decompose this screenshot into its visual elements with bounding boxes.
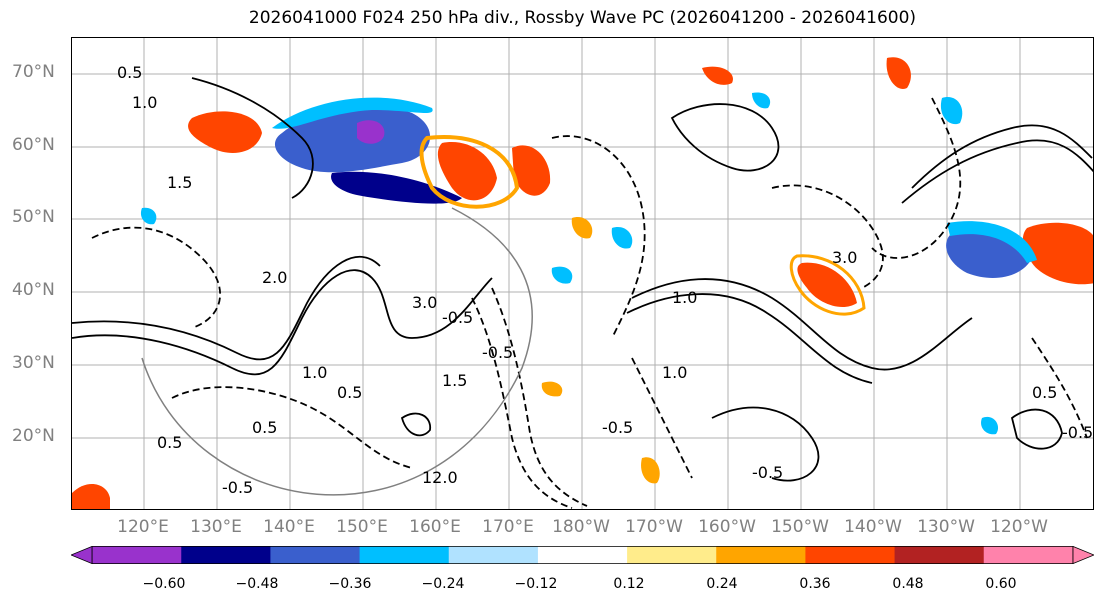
longitude-label: 140°W <box>844 517 902 537</box>
shaded-divergence <box>72 57 1093 509</box>
longitude-label: 160°E <box>409 517 461 537</box>
divergence-kamchatka-core <box>357 120 385 144</box>
orange-midpacific-ring <box>789 254 866 316</box>
divergence-aleutian-east <box>437 142 497 201</box>
colorbar-segment <box>92 546 182 564</box>
latitude-label: 30°N <box>12 353 55 373</box>
colorbar-segment <box>716 546 806 564</box>
longitude-label: 140°E <box>263 517 315 537</box>
contour-labels: 0.5 1.0 1.5 2.0 3.0 0.5 -0.5 -0.5 -0.5 1.0 1.5 3.0 1… <box>117 63 1093 497</box>
longitude-label: 130°W <box>917 517 975 537</box>
colorbar-tick-label: 0.60 <box>985 576 1017 592</box>
contour-label: 12.0 <box>422 468 458 487</box>
colorbar-under-arrow <box>71 546 93 564</box>
latitude-label: 60°N <box>12 135 55 155</box>
blue-scatter-4 <box>981 416 999 435</box>
contour-label: 0.5 <box>117 63 142 82</box>
colorbar-tick-label: −0.36 <box>328 576 372 592</box>
colorbar-segment <box>627 546 717 564</box>
colorbar-over-arrow <box>1072 546 1094 564</box>
longitude-label: 150°W <box>771 517 829 537</box>
orange-scatter-1 <box>571 217 593 239</box>
divergence-aleutian-east-2 <box>512 145 551 196</box>
colorbar <box>71 546 1094 564</box>
latitude-label: 70°N <box>12 62 55 82</box>
map-canvas: 0.5 1.0 1.5 2.0 3.0 0.5 -0.5 -0.5 -0.5 1.0 1.5 3.0 1… <box>72 38 1093 509</box>
contour-label: -0.5 <box>222 478 253 497</box>
longitude-label: 130°E <box>190 517 242 537</box>
contour-label: 3.0 <box>832 248 857 267</box>
map-panel[interactable]: 0.5 1.0 1.5 2.0 3.0 0.5 -0.5 -0.5 -0.5 1.0 1.5 3.0 1… <box>71 37 1094 510</box>
colorbar-segment <box>270 546 361 564</box>
contour-label: -0.5 <box>752 463 783 482</box>
colorbar-tick-label: 0.24 <box>706 576 738 592</box>
colorbar-segment <box>448 546 539 564</box>
contour-label: 1.0 <box>132 93 157 112</box>
contour-label: 1.5 <box>442 371 467 390</box>
map-title: 2026041000 F024 250 hPa div., Rossby Wav… <box>248 8 917 28</box>
contour-label: 1.0 <box>662 363 687 382</box>
blue-scatter-1 <box>551 266 573 284</box>
colorbar-frame <box>91 546 1074 564</box>
divergence-aleutian-west <box>188 111 262 153</box>
contour-label: 1.0 <box>672 288 697 307</box>
contour-label: -0.5 <box>442 308 473 327</box>
colorbar-tick-label: −0.48 <box>235 576 279 592</box>
contour-label: 2.0 <box>262 268 287 287</box>
contour-label: 0.5 <box>157 433 182 452</box>
longitude-label: 180°W <box>552 517 610 537</box>
longitude-label: 170°E <box>482 517 534 537</box>
colorbar-segment <box>181 546 271 564</box>
colorbar-segment <box>805 546 896 564</box>
colorbar-tick-label: −0.24 <box>421 576 465 592</box>
contour-label: 0.5 <box>337 383 362 402</box>
colorbar-segment <box>537 546 628 564</box>
colorbar-segment <box>359 546 450 564</box>
contour-label: 3.0 <box>412 293 437 312</box>
orange-scatter-3 <box>541 381 563 397</box>
blue-scatter-3 <box>140 207 157 225</box>
contour-label: 1.0 <box>302 363 327 382</box>
contour-label: -0.5 <box>1062 423 1093 442</box>
colorbar-tick-label: −0.60 <box>142 576 186 592</box>
longitude-label: 150°E <box>336 517 388 537</box>
contour-label: -0.5 <box>482 343 513 362</box>
longitude-label: 120°W <box>990 517 1048 537</box>
contour-label: -0.5 <box>602 418 633 437</box>
colorbar-tick-label: 0.36 <box>799 576 831 592</box>
light-blue-ne <box>947 221 1037 263</box>
latitude-label: 40°N <box>12 280 55 300</box>
blue-bering <box>752 92 771 109</box>
divergence-west-coast <box>1022 222 1093 285</box>
orange-scatter-2 <box>641 457 660 484</box>
graticule <box>72 38 1093 509</box>
contour-lines <box>72 77 1093 482</box>
longitude-label: 170°W <box>625 517 683 537</box>
orange-scatter-4 <box>72 484 110 509</box>
longitude-label: 120°E <box>117 517 169 537</box>
divergence-midpacific <box>797 262 857 308</box>
divergence-gulf-alaska <box>702 66 733 85</box>
contour-lines-dashed <box>91 97 1088 509</box>
orange-ring-1 <box>419 135 520 209</box>
divergence-kamchatka <box>274 105 431 173</box>
longitude-label: 160°W <box>698 517 756 537</box>
contour-label: 1.5 <box>167 173 192 192</box>
light-blue-edge <box>272 97 433 129</box>
colorbar-tick-label: 0.48 <box>892 576 924 592</box>
colorbar-tick-label: −0.12 <box>514 576 558 592</box>
colorbar-segment <box>894 546 985 564</box>
convergence-shelf <box>331 171 462 204</box>
latitude-label: 20°N <box>12 426 55 446</box>
blue-canada <box>940 97 963 125</box>
blue-scatter-2 <box>611 227 633 249</box>
divergence-gulf-alaska-2 <box>886 57 911 89</box>
colorbar-segment <box>983 546 1074 564</box>
contour-label: 0.5 <box>1032 383 1057 402</box>
great-circle-arc <box>141 207 533 496</box>
colorbar-tick-label: 0.12 <box>613 576 645 592</box>
latitude-label: 50°N <box>12 207 55 227</box>
contour-label: 0.5 <box>252 418 277 437</box>
